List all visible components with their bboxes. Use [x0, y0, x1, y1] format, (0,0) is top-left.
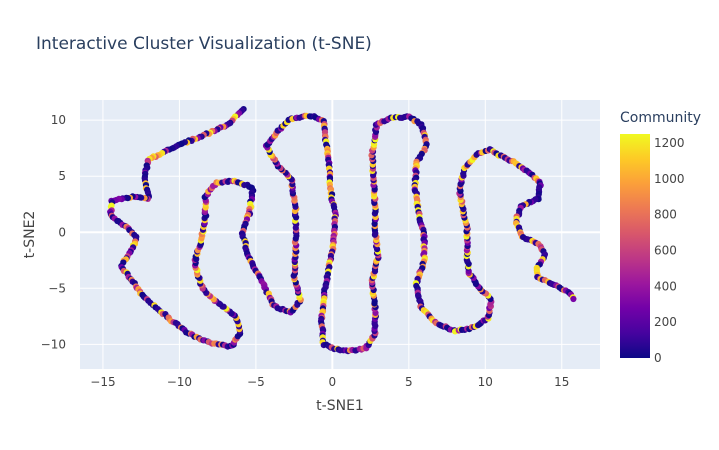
colorbar-tick-label: 200 — [654, 315, 677, 329]
y-tick-label: −10 — [41, 337, 66, 351]
y-tick-label: 0 — [58, 225, 66, 239]
x-tick-label: 15 — [554, 375, 569, 389]
colorbar-tick-label: 0 — [654, 351, 662, 365]
x-tick-label: 10 — [478, 375, 493, 389]
colorbar-ticks: 0 200 400 600 800 1000 1200 — [654, 136, 685, 365]
colorbar-tick-label: 1000 — [654, 172, 685, 186]
grid-lines — [80, 100, 600, 369]
chart-title: Interactive Cluster Visualization (t-SNE… — [36, 34, 372, 54]
scatter-points[interactable] — [107, 106, 577, 355]
colorbar-title: Community — [620, 110, 702, 126]
colorbar — [620, 134, 650, 358]
x-tick-label: −5 — [247, 375, 265, 389]
y-tick-label: −5 — [48, 281, 66, 295]
x-tick-label: −10 — [167, 375, 192, 389]
data-point — [570, 295, 577, 303]
colorbar-tick-label: 400 — [654, 279, 677, 293]
x-axis-ticks: −15 −10 −5 0 5 10 15 — [90, 375, 569, 389]
x-tick-label: −15 — [90, 375, 115, 389]
plot-background — [80, 100, 600, 369]
y-tick-label: 5 — [58, 169, 66, 183]
y-tick-label: 10 — [51, 113, 66, 127]
colorbar-tick-label: 600 — [654, 243, 677, 257]
colorbar-tick-label: 800 — [654, 208, 677, 222]
y-axis-label: t-SNE2 — [22, 211, 38, 259]
y-axis-ticks: −10 −5 0 5 10 — [41, 113, 66, 351]
colorbar-tick-label: 1200 — [654, 136, 685, 150]
x-tick-label: 5 — [405, 375, 413, 389]
x-tick-label: 0 — [329, 375, 337, 389]
x-axis-label: t-SNE1 — [316, 398, 364, 414]
